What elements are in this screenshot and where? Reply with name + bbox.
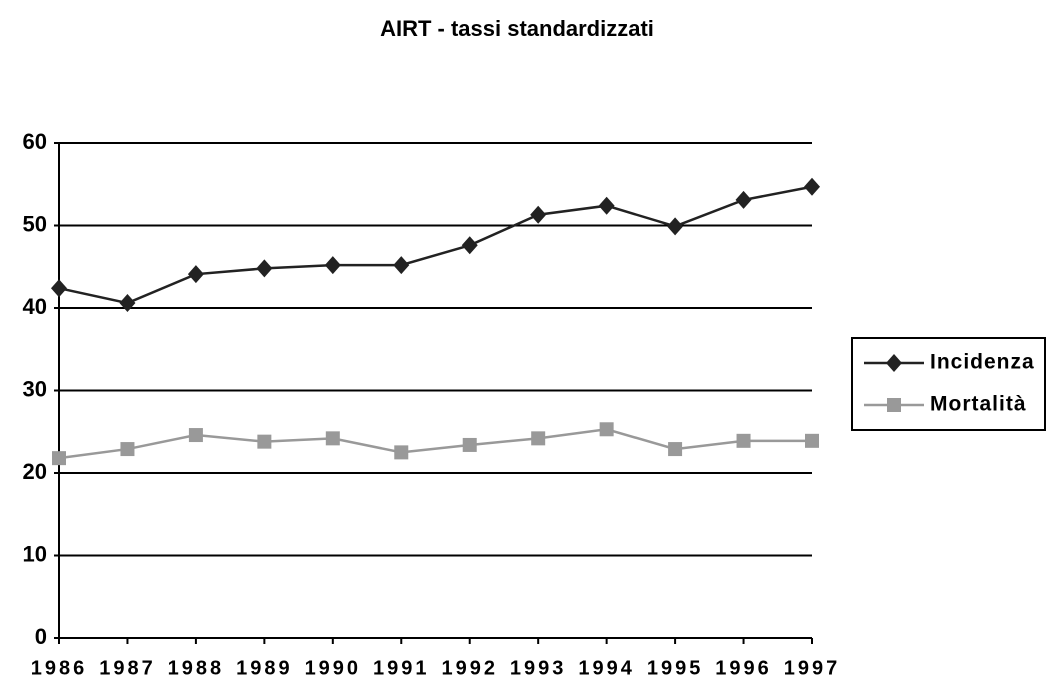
x-tick-label: 1992 — [441, 657, 498, 679]
x-tick-label: 1995 — [647, 657, 704, 679]
y-tick-label: 10 — [23, 541, 47, 566]
x-tick-label: 1991 — [373, 657, 430, 679]
legend-box — [851, 337, 1046, 431]
legend-label: Mortalità — [930, 393, 1027, 416]
chart-title: AIRT - tassi standardizzati — [380, 16, 654, 41]
x-tick-label: 1990 — [305, 657, 362, 679]
marker — [531, 431, 546, 446]
marker — [804, 177, 820, 196]
marker — [668, 442, 683, 457]
marker — [187, 265, 204, 284]
marker — [598, 196, 615, 215]
y-tick-label: 40 — [23, 294, 47, 319]
marker — [735, 190, 752, 209]
marker — [325, 431, 340, 446]
x-tick-label: 1997 — [784, 657, 841, 679]
marker — [120, 442, 135, 457]
marker — [887, 398, 901, 412]
marker — [257, 434, 272, 449]
legend-label: Incidenza — [930, 351, 1035, 374]
marker — [52, 451, 66, 466]
x-tick-label: 1989 — [236, 657, 293, 679]
x-tick-label: 1988 — [168, 657, 225, 679]
marker — [394, 445, 409, 460]
marker — [393, 256, 410, 275]
marker — [667, 217, 684, 236]
marker — [805, 433, 819, 448]
x-tick-label: 1994 — [578, 657, 635, 679]
marker — [256, 259, 273, 278]
marker — [324, 256, 341, 275]
x-tick-label: 1993 — [510, 657, 567, 679]
marker — [51, 279, 67, 298]
y-tick-label: 50 — [23, 211, 47, 236]
y-tick-label: 0 — [35, 624, 47, 649]
marker — [462, 437, 477, 452]
x-tick-label: 1996 — [715, 657, 772, 679]
y-tick-label: 60 — [23, 129, 47, 154]
marker — [530, 205, 547, 224]
marker — [599, 422, 614, 437]
marker — [736, 433, 751, 448]
marker — [886, 354, 902, 372]
series-line — [58, 185, 813, 305]
marker — [461, 236, 478, 255]
marker — [119, 294, 136, 313]
marker — [188, 428, 203, 443]
x-tick-label: 1987 — [99, 657, 156, 679]
y-tick-label: 20 — [23, 459, 47, 484]
series-line — [58, 428, 812, 460]
y-tick-label: 30 — [23, 376, 47, 401]
x-tick-label: 1986 — [31, 657, 88, 679]
legend: Incidenza Mortalità — [851, 337, 1046, 431]
